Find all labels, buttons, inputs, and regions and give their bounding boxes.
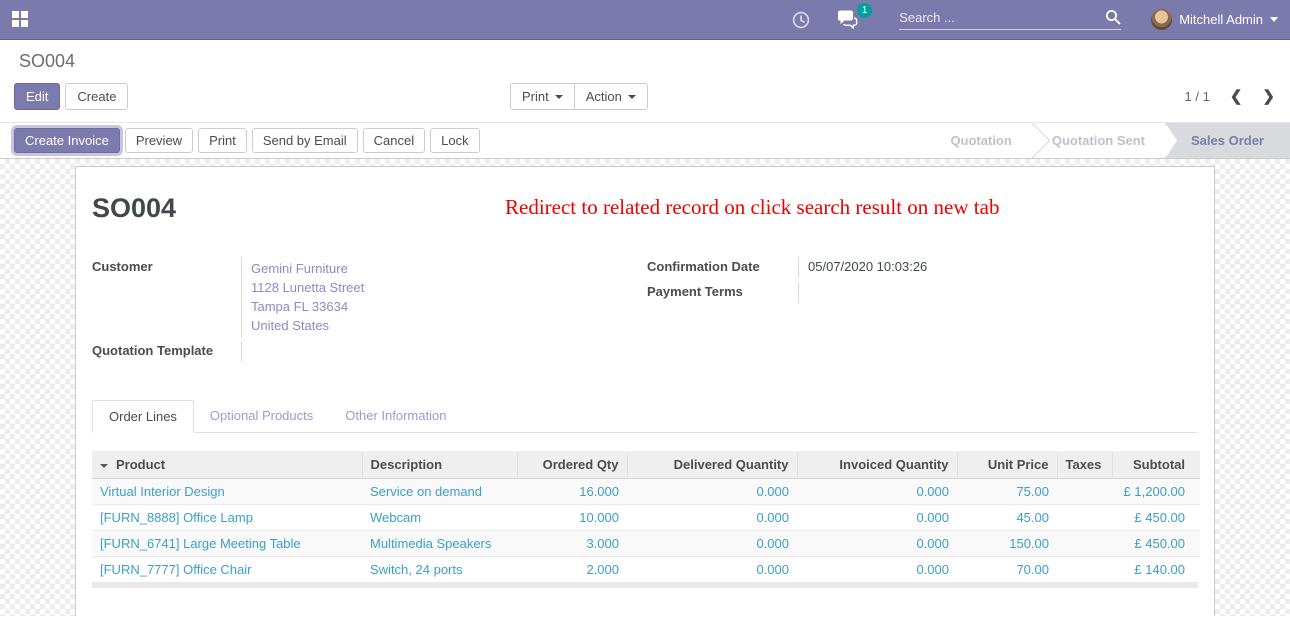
- preview-button[interactable]: Preview: [124, 128, 194, 153]
- pager: 1 / 1 ❮ ❯: [1185, 87, 1275, 105]
- column-header-ordered-qty[interactable]: Ordered Qty: [516, 451, 627, 479]
- field-groups: Customer Gemini Furniture 1128 Lunetta S…: [92, 257, 1198, 366]
- table-row[interactable]: Virtual Interior Design Service on deman…: [92, 478, 1200, 505]
- form-view-background: SO004 Redirect to related record on clic…: [0, 159, 1290, 616]
- send-by-email-button[interactable]: Send by Email: [251, 128, 358, 153]
- avatar: [1151, 9, 1173, 30]
- totals-section: Untaxed Amount: £ 2,240.00: [92, 615, 1198, 616]
- field-label: Payment Terms: [647, 284, 743, 299]
- field-customer: Customer Gemini Furniture 1128 Lunetta S…: [92, 257, 647, 337]
- statusbar-buttons: Create Invoice Preview Print Send by Ema…: [14, 128, 485, 153]
- status-step-quotation[interactable]: Quotation: [930, 123, 1051, 158]
- print-button[interactable]: Print: [198, 128, 247, 153]
- chevron-down-icon: [1270, 17, 1278, 22]
- messages-icon[interactable]: 1: [836, 3, 873, 29]
- field-label: Confirmation Date: [647, 259, 760, 274]
- red-annotation-text: Redirect to related record on click sear…: [505, 195, 1000, 219]
- column-header-unit-price[interactable]: Unit Price: [956, 451, 1057, 479]
- tab-order-lines[interactable]: Order Lines: [92, 400, 194, 433]
- top-navbar: 1 Mitchell Admin: [0, 0, 1290, 40]
- status-step-sales-order[interactable]: Sales Order: [1165, 123, 1290, 158]
- column-header-product[interactable]: Product: [92, 451, 362, 479]
- field-value: [798, 282, 1198, 303]
- field-label: Quotation Template: [92, 343, 214, 358]
- field-label: Customer: [92, 259, 153, 274]
- untaxed-amount-label: Untaxed Amount:: [972, 615, 1080, 616]
- customer-address-line: United States: [251, 318, 330, 333]
- chevron-down-icon: [554, 95, 563, 100]
- field-quotation-template: Quotation Template: [92, 341, 647, 362]
- create-invoice-button[interactable]: Create Invoice: [14, 128, 120, 153]
- header-options-caret-icon[interactable]: [100, 463, 108, 468]
- customer-link[interactable]: Gemini Furniture: [251, 261, 348, 276]
- edit-button[interactable]: Edit: [14, 82, 61, 110]
- table-row[interactable]: [FURN_8888] Office Lamp Webcam 10.000 0.…: [92, 504, 1200, 531]
- breadcrumb: SO004: [19, 51, 76, 71]
- table-row[interactable]: [FURN_6741] Large Meeting Table Multimed…: [92, 530, 1200, 557]
- column-header-subtotal[interactable]: Subtotal: [1111, 451, 1200, 479]
- status-step-quotation-sent[interactable]: Quotation Sent: [1032, 123, 1184, 158]
- chevron-down-icon: [627, 95, 636, 100]
- table-scrollbar[interactable]: [92, 582, 1198, 588]
- table-header-row: Product Description Ordered Qty Delivere…: [92, 451, 1200, 479]
- cancel-button[interactable]: Cancel: [362, 128, 426, 153]
- order-lines-table: Product Description Ordered Qty Delivere…: [92, 451, 1200, 588]
- create-button[interactable]: Create: [65, 82, 129, 110]
- messages-count-badge: 1: [857, 3, 873, 18]
- statusbar: Create Invoice Preview Print Send by Ema…: [0, 123, 1290, 159]
- search-icon[interactable]: [1105, 9, 1121, 25]
- pager-prev-icon[interactable]: ❮: [1229, 88, 1243, 105]
- column-header-invoiced-quantity[interactable]: Invoiced Quantity: [796, 451, 957, 479]
- print-dropdown-button[interactable]: Print: [510, 82, 575, 110]
- customer-address-line: 1128 Lunetta Street: [251, 280, 365, 295]
- field-value: [241, 341, 647, 362]
- page-title: SO004: [92, 193, 177, 223]
- activities-clock-icon[interactable]: [792, 11, 810, 29]
- column-header-taxes[interactable]: Taxes: [1056, 451, 1112, 479]
- untaxed-amount-value: £ 2,240.00: [1122, 615, 1183, 616]
- apps-menu-icon[interactable]: [12, 11, 29, 28]
- pager-count: 1 / 1: [1184, 88, 1210, 104]
- user-name: Mitchell Admin: [1179, 12, 1263, 27]
- control-panel: SO004 Edit Create Print Action 1 / 1 ❮ ❯: [0, 40, 1290, 123]
- sheet: SO004 Redirect to related record on clic…: [75, 166, 1215, 616]
- action-dropdown-button[interactable]: Action: [573, 82, 648, 110]
- pager-next-icon[interactable]: ❯: [1262, 88, 1275, 105]
- notebook-tabs: Order Lines Optional Products Other Info…: [92, 399, 1198, 433]
- field-payment-terms: Payment Terms: [647, 282, 1198, 303]
- action-button-group: Print Action: [510, 82, 648, 110]
- column-header-delivered-quantity[interactable]: Delivered Quantity: [626, 451, 797, 479]
- field-value: Gemini Furniture 1128 Lunetta Street Tam…: [241, 257, 647, 337]
- user-menu[interactable]: Mitchell Admin: [1151, 9, 1278, 30]
- status-steps: Quotation Quotation Sent Sales Order: [930, 123, 1290, 158]
- lock-button[interactable]: Lock: [430, 128, 480, 153]
- field-value: 05/07/2020 10:03:26: [798, 257, 1198, 278]
- table-row[interactable]: [FURN_7777] Office Chair Switch, 24 port…: [92, 556, 1200, 582]
- tab-optional-products[interactable]: Optional Products: [209, 408, 314, 423]
- global-search: [899, 9, 1122, 30]
- search-input[interactable]: [899, 9, 1106, 25]
- field-confirmation-date: Confirmation Date 05/07/2020 10:03:26: [647, 257, 1198, 278]
- column-header-description[interactable]: Description: [361, 451, 517, 479]
- tab-other-information[interactable]: Other Information: [345, 408, 447, 423]
- customer-address-line: Tampa FL 33634: [251, 299, 349, 314]
